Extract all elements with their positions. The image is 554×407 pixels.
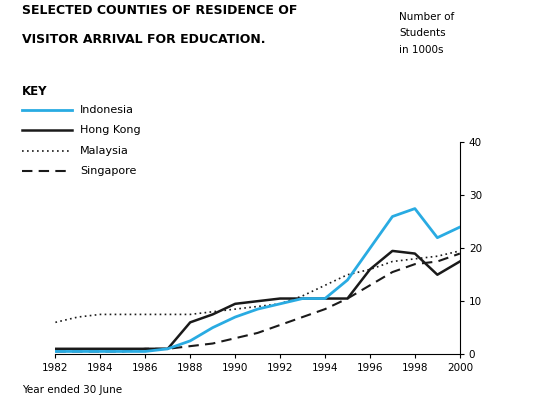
Text: Year ended 30 June: Year ended 30 June [22, 385, 122, 395]
Text: Singapore: Singapore [80, 166, 137, 176]
Text: Hong Kong: Hong Kong [80, 125, 141, 135]
Text: VISITOR ARRIVAL FOR EDUCATION.: VISITOR ARRIVAL FOR EDUCATION. [22, 33, 266, 46]
Text: in 1000s: in 1000s [399, 45, 443, 55]
Text: Number of: Number of [399, 12, 454, 22]
Text: Malaysia: Malaysia [80, 146, 129, 155]
Text: Indonesia: Indonesia [80, 105, 134, 115]
Text: SELECTED COUNTIES OF RESIDENCE OF: SELECTED COUNTIES OF RESIDENCE OF [22, 4, 297, 17]
Text: KEY: KEY [22, 85, 48, 98]
Text: Students: Students [399, 28, 445, 39]
